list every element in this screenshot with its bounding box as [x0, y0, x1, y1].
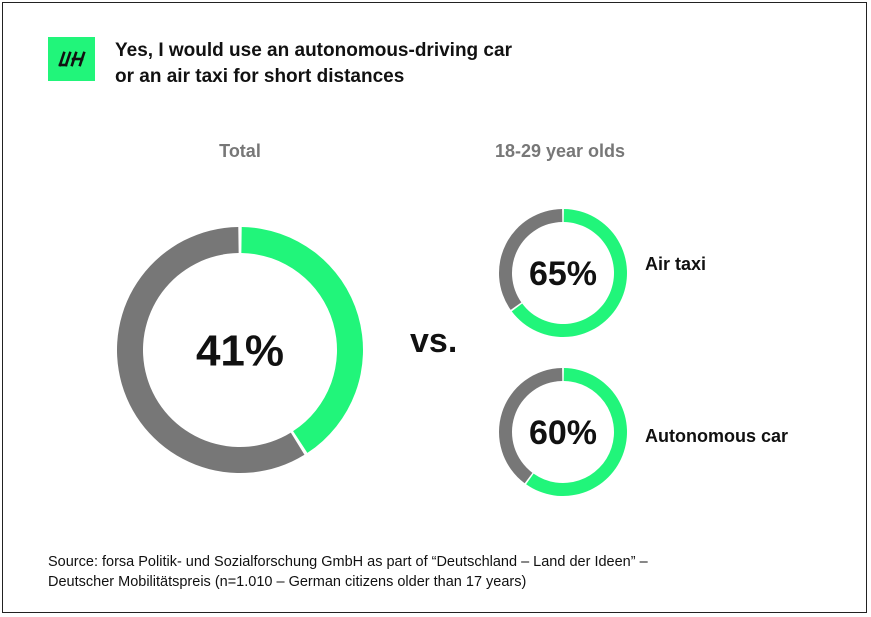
vs-label: vs.	[410, 322, 458, 360]
source-note: Source: forsa Politik- und Sozialforschu…	[48, 552, 648, 592]
total-donut-yes-slice	[241, 227, 363, 453]
chart-title-line-1: Yes, I would use an autonomous-driving c…	[115, 40, 512, 61]
lh-logo-icon	[48, 37, 95, 81]
source-line-1: Source: forsa Politik- und Sozialforschu…	[48, 554, 648, 570]
series-label-autonomous-car: Autonomous car	[645, 426, 789, 446]
autonomous-car-donut-value-label: 60%	[529, 414, 597, 452]
young-column-label: 18-29 year olds	[494, 141, 626, 161]
series-label-air-taxi: Air taxi	[645, 254, 707, 274]
air-taxi-donut-value-label: 65%	[529, 255, 597, 293]
total-donut-value-label: 41%	[196, 326, 284, 375]
total-column-label: Total	[219, 141, 261, 161]
chart-title-line-2: or an air taxi for short distances	[115, 66, 405, 87]
autonomous-car-donut-other-slice	[499, 368, 563, 484]
source-line-2: Deutscher Mobilitätspreis (n=1.010 – Ger…	[48, 574, 527, 590]
autonomous-car-donut-yes-slice	[526, 368, 627, 496]
total-donut-other-slice	[116, 227, 305, 473]
chart-title: Yes, I would use an autonomous-driving c…	[115, 38, 512, 90]
air-taxi-donut-other-slice	[499, 209, 563, 310]
